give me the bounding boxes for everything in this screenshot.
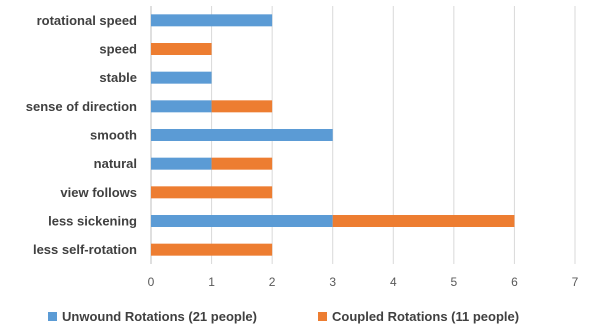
bar-stable-series-0	[151, 71, 212, 84]
x-tick-label: 4	[390, 275, 397, 289]
x-tick-label: 7	[572, 275, 579, 289]
category-label: rotational speed	[37, 13, 137, 28]
bar-speed-series-1	[151, 43, 212, 55]
category-label: natural	[94, 156, 137, 171]
category-labels: rotational speed speed stable sense of dire…	[26, 13, 137, 257]
bar-sense-of-direction-series-1	[211, 100, 273, 113]
bar-natural-series-0	[151, 157, 212, 170]
category-label: less sickening	[48, 214, 137, 229]
bar-rotational-speed-series-0	[151, 14, 273, 27]
x-tick-labels: 0 1 2 3 4 5 6 7	[148, 275, 579, 289]
category-label: stable	[99, 70, 137, 85]
category-label: sense of direction	[26, 99, 137, 114]
x-tick-label: 6	[511, 275, 518, 289]
category-label: speed	[99, 42, 137, 57]
bar-less-sickening-series-0	[151, 215, 333, 227]
bars	[151, 14, 515, 256]
category-label: less self-rotation	[33, 242, 137, 257]
x-tick-label: 0	[148, 275, 155, 289]
legend-swatch	[48, 312, 57, 321]
x-tick-label: 1	[208, 275, 215, 289]
bar-view-follows-series-1	[151, 186, 273, 199]
bar-natural-series-1	[211, 157, 273, 170]
x-tick-label: 2	[269, 275, 276, 289]
legend-label: Coupled Rotations (11 people)	[332, 309, 519, 324]
category-label: smooth	[90, 128, 137, 143]
x-tick-label: 5	[451, 275, 458, 289]
legend-label: Unwound Rotations (21 people)	[62, 309, 257, 324]
category-label: view follows	[60, 185, 137, 200]
bar-smooth-series-0	[151, 129, 333, 141]
legend-swatch	[318, 312, 327, 321]
bar-less-self-rotation-series-1	[151, 243, 273, 256]
x-tick-label: 3	[329, 275, 336, 289]
legend: Unwound Rotations (21 people) Coupled Rot…	[48, 309, 519, 324]
bar-sense-of-direction-series-0	[151, 100, 212, 113]
bar-less-sickening-series-1	[332, 215, 515, 227]
